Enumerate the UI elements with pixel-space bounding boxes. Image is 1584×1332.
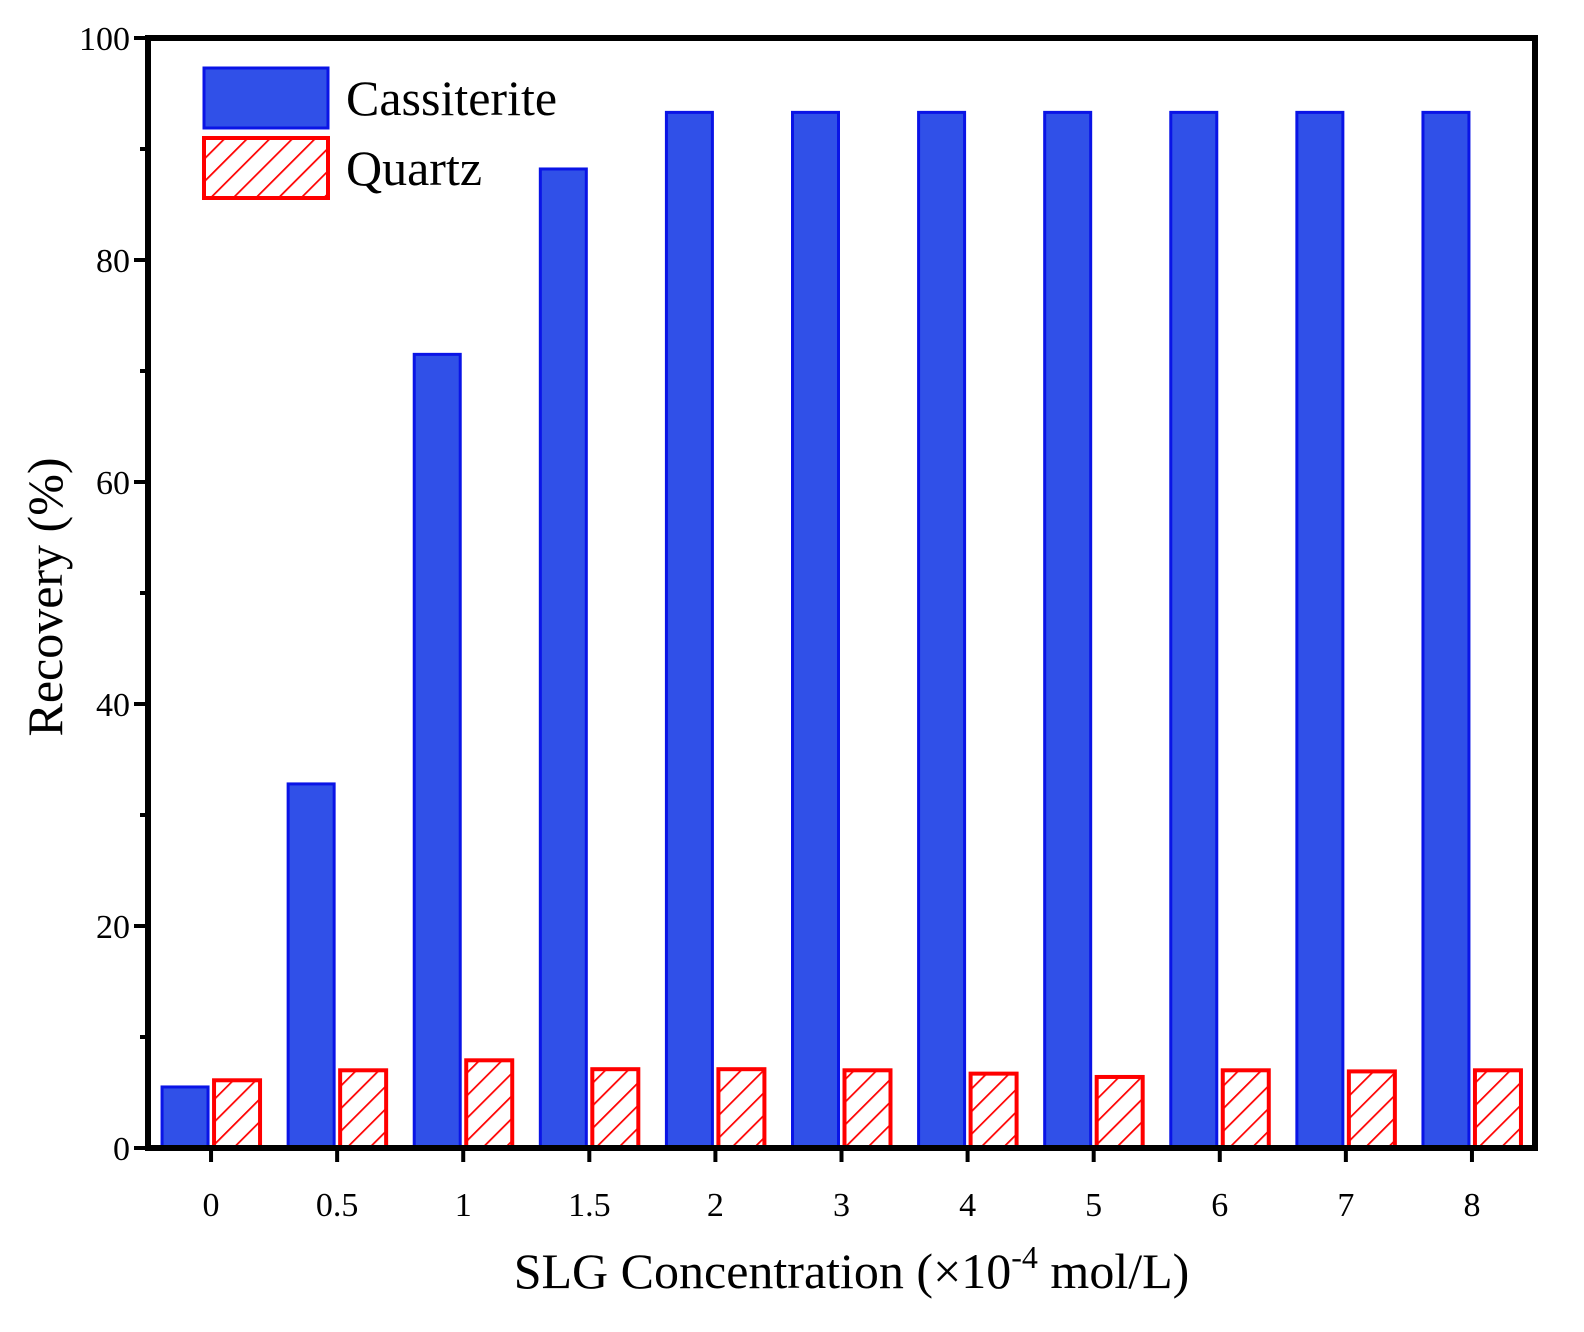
bar-quartz-5 (1094, 1074, 1145, 1150)
bar-cassiterite-8 (1421, 110, 1471, 1150)
bar-cassiterite-7 (1295, 110, 1345, 1150)
x-tick-label: 3 (833, 1187, 850, 1224)
y-tick-label: 60 (96, 465, 130, 502)
y-tick-label: 40 (96, 687, 130, 724)
bar-cassiterite-3 (791, 110, 840, 1150)
bar-cassiterite-1.5 (538, 167, 588, 1150)
y-tick-label: 80 (96, 243, 130, 280)
bar-cassiterite-1 (412, 352, 462, 1150)
bar-quartz-2 (716, 1067, 767, 1150)
bar-quartz-6 (1220, 1068, 1271, 1151)
y-tick-label: 0 (113, 1131, 130, 1168)
legend-swatch-quartz (202, 136, 330, 200)
bar-quartz-7 (1346, 1069, 1397, 1151)
bar-quartz-1.5 (590, 1067, 641, 1150)
bar-cassiterite-6 (1169, 110, 1219, 1150)
x-axis-title-tail: mol/L) (1038, 1243, 1189, 1299)
x-tick-label: 1.5 (568, 1187, 611, 1224)
x-axis-title: SLG Concentration (×10-4 mol/L) (514, 1239, 1190, 1299)
bar-cassiterite-2 (664, 110, 714, 1150)
x-tick-label: 8 (1463, 1187, 1480, 1224)
x-tick-label: 6 (1211, 1187, 1228, 1224)
bar-quartz-0.5 (338, 1068, 389, 1151)
y-tick-label: 100 (79, 21, 130, 58)
bar-cassiterite-5 (1043, 110, 1093, 1150)
y-axis-title: Recovery (%) (17, 457, 73, 736)
legend-label-quartz: Quartz (346, 140, 482, 196)
x-tick-label: 1 (455, 1187, 472, 1224)
bar-cassiterite-4 (917, 110, 967, 1150)
legend-label-cassiterite: Cassiterite (346, 70, 557, 126)
bar-cassiterite-0 (160, 1085, 210, 1150)
x-tick-label: 4 (959, 1187, 976, 1224)
x-tick-label: 7 (1337, 1187, 1354, 1224)
x-tick-label: 2 (707, 1187, 724, 1224)
bar-quartz-1 (464, 1058, 515, 1151)
x-axis-title-superscript: -4 (1011, 1239, 1038, 1275)
x-tick-label: 5 (1085, 1187, 1102, 1224)
x-tick-label: 0 (203, 1187, 220, 1224)
bar-quartz-3 (842, 1068, 893, 1151)
legend-swatch-cassiterite (202, 66, 330, 130)
x-tick-label: 0.5 (316, 1187, 359, 1224)
bar-quartz-4 (968, 1071, 1019, 1151)
bars-layer (160, 110, 1523, 1151)
x-axis-title-main: SLG Concentration (×10 (514, 1243, 1012, 1299)
plot-frame (145, 35, 1538, 1151)
bar-quartz-8 (1472, 1068, 1523, 1151)
bar-cassiterite-0.5 (286, 782, 336, 1150)
bar-quartz-0 (212, 1078, 263, 1151)
legend: Cassiterite Quartz (202, 66, 557, 200)
y-tick-label: 20 (96, 909, 130, 946)
